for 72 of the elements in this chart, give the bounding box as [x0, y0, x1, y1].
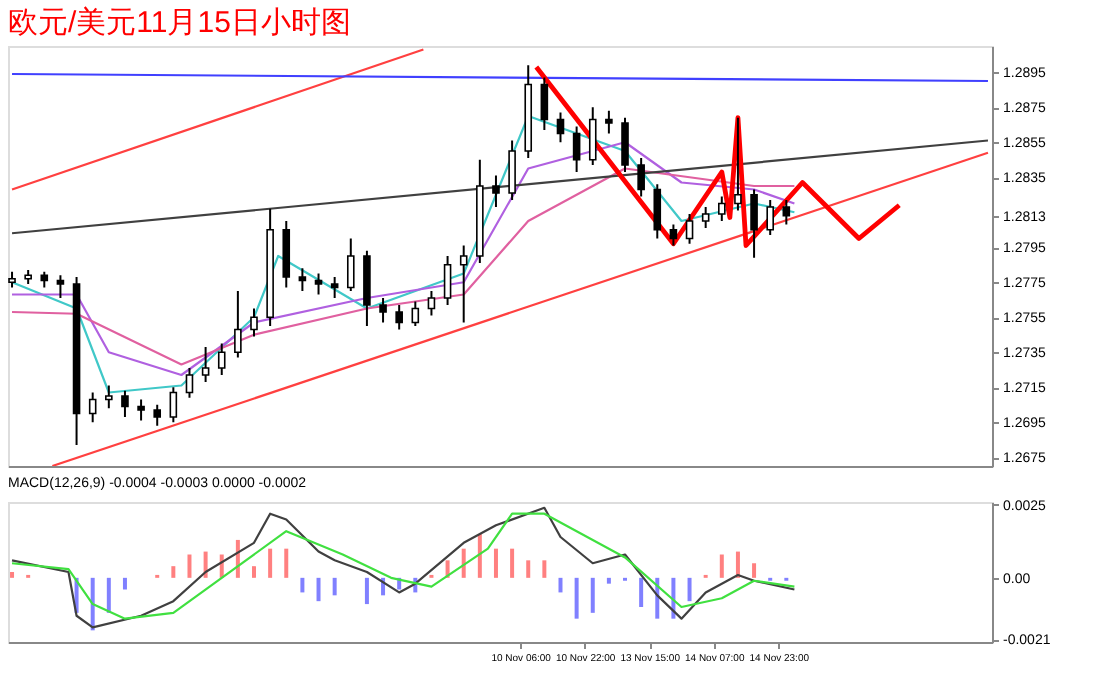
- bar: [332, 577, 337, 596]
- candlestick: [701, 206, 710, 229]
- candlestick: [556, 111, 565, 144]
- bar: [300, 577, 305, 593]
- bar: [316, 577, 321, 602]
- line-series: [10, 167, 796, 366]
- candlestick: [137, 398, 145, 422]
- bar: [268, 548, 273, 578]
- candlestick: [718, 195, 726, 222]
- candlestick: [427, 290, 436, 317]
- candlestick: [121, 389, 129, 418]
- bar: [10, 572, 15, 578]
- line-series: [10, 114, 796, 394]
- bar: [752, 563, 757, 578]
- bar: [542, 560, 547, 578]
- candlestick: [492, 174, 500, 208]
- candlestick: [379, 297, 387, 324]
- candlestick: [153, 403, 162, 427]
- candlestick: [314, 272, 323, 296]
- candlestick: [169, 386, 178, 424]
- bar: [106, 577, 111, 613]
- candlestick: [588, 106, 597, 166]
- candlestick: [395, 304, 403, 331]
- candlestick: [669, 223, 678, 247]
- candlestick: [621, 116, 629, 173]
- candlestick: [346, 237, 355, 292]
- bar: [574, 577, 579, 619]
- bar: [606, 577, 611, 584]
- candlestick: [734, 116, 742, 212]
- candlestick: [250, 307, 258, 338]
- candlestick: [605, 109, 613, 135]
- bar: [735, 551, 740, 578]
- bar: [171, 566, 176, 578]
- candlestick: [508, 139, 516, 201]
- bar: [252, 566, 256, 578]
- candlestick: [330, 276, 339, 299]
- line-series: [533, 64, 902, 248]
- candlestick: [459, 244, 468, 324]
- bar: [122, 577, 127, 590]
- candlestick: [782, 199, 791, 226]
- candlestick: [766, 199, 774, 236]
- candlestick: [637, 157, 645, 198]
- candlestick: [298, 267, 307, 292]
- bar: [590, 577, 595, 613]
- candlestick: [185, 367, 194, 399]
- chart-title: 欧元/美元11月15日小时图: [8, 6, 351, 40]
- bar: [687, 577, 692, 602]
- candlestick: [56, 274, 65, 299]
- bar: [284, 548, 289, 578]
- candlestick: [234, 290, 242, 359]
- candlestick: [685, 213, 694, 245]
- candlestick: [572, 125, 581, 173]
- candlestick: [105, 384, 113, 410]
- bar: [493, 548, 498, 578]
- candlestick: [443, 255, 452, 306]
- bar: [461, 548, 466, 578]
- bar: [477, 534, 482, 578]
- candlestick: [411, 300, 420, 327]
- bar: [510, 548, 515, 578]
- bar: [719, 554, 724, 578]
- candlestick: [750, 188, 758, 259]
- bar: [187, 554, 192, 578]
- candlestick: [653, 183, 662, 240]
- candlestick: [217, 342, 226, 376]
- bar: [558, 577, 563, 593]
- candlestick: [540, 76, 549, 131]
- candlestick: [282, 220, 291, 289]
- bar: [364, 577, 369, 605]
- candlestick: [88, 391, 97, 424]
- candlestick: [201, 346, 210, 383]
- bar: [639, 577, 644, 607]
- bar: [526, 560, 531, 578]
